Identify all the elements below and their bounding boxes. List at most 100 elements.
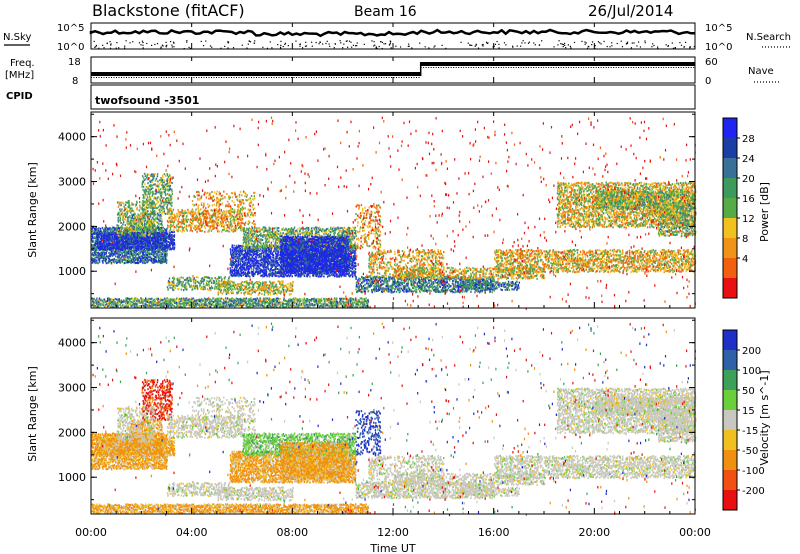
nsearch-point xyxy=(408,46,409,47)
power-cell xyxy=(169,175,170,177)
power-cell xyxy=(220,222,221,224)
power-cell xyxy=(180,226,181,228)
power-cell xyxy=(215,215,216,217)
power-cell xyxy=(232,200,233,202)
power-cell xyxy=(216,208,217,210)
power-cell xyxy=(156,178,157,180)
power-cell xyxy=(172,193,173,195)
nsearch-point xyxy=(557,44,558,45)
power-cell xyxy=(162,247,163,249)
power-cell xyxy=(243,202,244,204)
power-cell xyxy=(109,252,110,254)
power-cell xyxy=(171,218,172,220)
power-cell xyxy=(231,220,232,222)
power-cell xyxy=(145,194,146,196)
power-cell xyxy=(139,235,140,237)
power-cell xyxy=(163,240,164,242)
power-cell xyxy=(160,200,161,202)
power-cell xyxy=(157,183,158,185)
power-cell xyxy=(245,222,246,224)
power-cell xyxy=(232,192,233,194)
power-cell xyxy=(198,226,199,228)
power-cell xyxy=(236,196,237,198)
nsearch-point xyxy=(529,42,530,43)
power-cell xyxy=(166,206,167,208)
power-cell xyxy=(226,216,227,218)
power-cell xyxy=(110,243,111,245)
power-cell xyxy=(158,190,159,192)
power-cell xyxy=(182,210,183,212)
nsearch-point xyxy=(110,43,111,44)
nsearch-point xyxy=(350,42,351,43)
power-cell xyxy=(96,260,97,262)
power-cell xyxy=(195,229,196,231)
power-cell xyxy=(126,240,127,242)
power-cell xyxy=(166,256,167,258)
power-cell xyxy=(184,214,185,216)
power-cell xyxy=(199,213,200,215)
nsearch-point xyxy=(129,42,130,43)
power-cell xyxy=(152,223,153,225)
power-cell xyxy=(216,205,217,207)
nsearch-point xyxy=(524,42,525,43)
power-cell xyxy=(124,218,125,220)
power-cell xyxy=(152,231,153,233)
power-cell xyxy=(204,231,205,233)
power-cell xyxy=(252,204,253,206)
power-cell xyxy=(143,204,144,206)
power-cell xyxy=(249,272,250,274)
nsearch-point xyxy=(184,48,185,49)
nsearch-point xyxy=(373,45,374,46)
power-cell xyxy=(266,268,267,270)
power-cell xyxy=(228,203,229,205)
power-cell xyxy=(246,199,247,201)
power-cell xyxy=(101,254,102,256)
power-cell xyxy=(195,217,196,219)
power-cell xyxy=(107,240,108,242)
power-cell xyxy=(253,269,254,271)
power-cell xyxy=(153,201,154,203)
nsearch-point xyxy=(334,47,335,48)
power-cell xyxy=(216,199,217,201)
power-cell xyxy=(130,207,131,209)
power-cell xyxy=(171,189,172,191)
power-cell xyxy=(222,195,223,197)
power-cell xyxy=(144,196,145,198)
power-cell xyxy=(171,197,172,199)
nsearch-point xyxy=(132,41,133,42)
power-cell xyxy=(144,206,145,208)
power-cell xyxy=(132,203,133,205)
power-cell xyxy=(168,185,169,187)
nsearch-point xyxy=(644,40,645,41)
nsearch-point xyxy=(478,47,479,48)
power-cell xyxy=(211,198,212,200)
nsearch-point xyxy=(353,45,354,46)
power-cell xyxy=(165,194,166,196)
power-cell xyxy=(121,211,122,213)
power-cell xyxy=(167,209,168,211)
nsearch-point xyxy=(486,42,487,43)
power-cell xyxy=(193,219,194,221)
freq-tick-bottom: 8 xyxy=(72,76,78,87)
nsearch-point xyxy=(498,47,499,48)
power-cell xyxy=(257,251,258,253)
nsearch-point xyxy=(342,47,343,48)
power-cell xyxy=(179,221,180,223)
power-cell xyxy=(112,232,113,234)
power-cell xyxy=(170,209,171,211)
power-cell xyxy=(143,177,144,179)
power-cell xyxy=(239,216,240,218)
power-cell xyxy=(154,173,155,175)
power-cell xyxy=(230,218,231,220)
nsearch-point xyxy=(631,47,632,48)
power-cell xyxy=(253,275,254,277)
power-cell xyxy=(231,226,232,228)
power-cell xyxy=(150,184,151,186)
power-cell xyxy=(223,229,224,231)
power-cell xyxy=(170,229,171,231)
power-cell xyxy=(254,212,255,214)
power-cell xyxy=(133,210,134,212)
power-cell xyxy=(177,214,178,216)
nsearch-point xyxy=(173,42,174,43)
power-cell xyxy=(178,223,179,225)
